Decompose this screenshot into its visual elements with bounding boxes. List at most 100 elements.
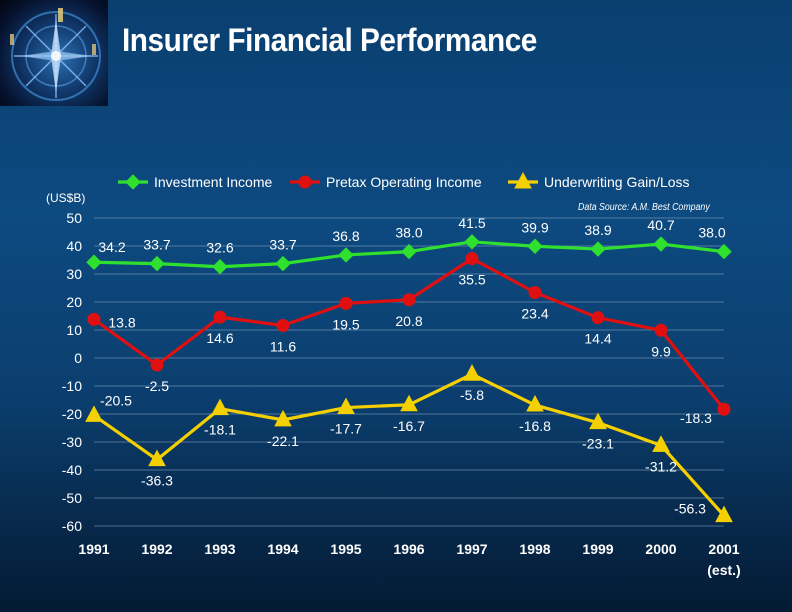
data-label: -16.8 xyxy=(519,418,551,434)
data-label: 32.6 xyxy=(206,240,233,256)
x-tick-label: 1997 xyxy=(456,541,487,557)
x-tick-label: 1995 xyxy=(330,541,361,557)
data-label: 33.7 xyxy=(269,237,296,253)
y-tick-label: -20 xyxy=(62,406,82,422)
x-tick-label: 1994 xyxy=(267,541,298,557)
data-point xyxy=(715,505,733,523)
y-tick-label: 20 xyxy=(66,294,82,310)
data-point xyxy=(464,234,480,250)
data-point xyxy=(654,323,668,337)
data-point xyxy=(339,296,353,310)
data-point xyxy=(86,254,102,270)
y-tick-label: -60 xyxy=(62,518,82,534)
data-label: 41.5 xyxy=(458,215,485,231)
data-point xyxy=(337,397,355,415)
data-label: -20.5 xyxy=(100,392,132,408)
data-label: -22.1 xyxy=(267,433,299,449)
data-label: -16.7 xyxy=(393,418,425,434)
data-point xyxy=(275,255,291,272)
data-point xyxy=(527,238,543,254)
x-tick-label: 1993 xyxy=(204,541,235,557)
y-tick-label: 40 xyxy=(66,238,82,254)
data-point xyxy=(148,449,166,467)
x-tick-label: 1998 xyxy=(519,541,550,557)
data-point xyxy=(212,259,228,275)
y-tick-label: -40 xyxy=(62,462,82,478)
y-tick-label: 30 xyxy=(66,266,82,282)
data-point xyxy=(652,435,670,452)
data-label: 36.8 xyxy=(332,228,359,244)
data-label: -2.5 xyxy=(145,378,169,394)
compass-logo xyxy=(0,0,108,106)
data-point xyxy=(85,405,103,422)
x-tick-label: 1992 xyxy=(141,541,172,557)
data-point xyxy=(274,409,292,427)
data-source-note: Data Source: A.M. Best Company xyxy=(578,202,710,213)
legend-entry: Pretax Operating Income xyxy=(326,174,482,190)
data-point xyxy=(400,394,418,412)
data-label: 9.9 xyxy=(651,343,671,359)
data-label: 38.9 xyxy=(584,222,611,238)
data-point xyxy=(589,412,607,430)
data-label: -18.1 xyxy=(204,422,236,438)
legend-entry: Investment Income xyxy=(154,174,272,190)
y-tick-label: 10 xyxy=(66,322,82,338)
y-tick-label: -50 xyxy=(62,490,82,506)
x-tick-sublabel: (est.) xyxy=(707,562,740,578)
data-label: 14.6 xyxy=(206,330,233,346)
legend-entry: Underwriting Gain/Loss xyxy=(544,174,690,190)
data-point xyxy=(590,241,606,257)
data-label: 14.4 xyxy=(584,331,611,347)
data-label: -17.7 xyxy=(330,421,362,437)
x-tick-label: 1996 xyxy=(393,541,424,557)
legend-marker xyxy=(298,175,312,189)
x-tick-label: 1999 xyxy=(582,541,613,557)
data-point xyxy=(463,364,481,381)
data-point xyxy=(150,358,164,372)
data-point xyxy=(338,247,354,263)
data-point xyxy=(717,402,731,416)
data-point xyxy=(87,312,101,326)
y-tick-label: 50 xyxy=(66,210,82,226)
data-point xyxy=(528,285,542,299)
y-tick-label: -30 xyxy=(62,434,82,450)
data-label: -36.3 xyxy=(141,473,173,489)
data-label: -23.1 xyxy=(582,436,614,452)
data-point xyxy=(276,319,290,333)
x-tick-label: 1991 xyxy=(78,541,109,557)
compass-icon xyxy=(10,8,101,101)
data-point xyxy=(526,394,544,412)
data-point xyxy=(149,255,165,272)
data-point xyxy=(402,293,416,307)
page-title: Insurer Financial Performance xyxy=(122,22,537,58)
data-point xyxy=(653,236,669,252)
data-label: 23.4 xyxy=(521,305,548,321)
y-tick-label: -10 xyxy=(62,378,82,394)
data-point xyxy=(465,252,479,266)
data-label: 34.2 xyxy=(98,239,125,255)
unit-label: (US$B) xyxy=(46,191,86,205)
data-label: 38.0 xyxy=(698,225,725,241)
data-point xyxy=(591,311,605,325)
legend-marker xyxy=(514,171,532,189)
data-label: 38.0 xyxy=(395,225,422,241)
series-line-1 xyxy=(93,257,726,411)
data-point xyxy=(716,243,732,260)
x-tick-label: 2001 xyxy=(708,541,739,557)
data-label: 33.7 xyxy=(143,237,170,253)
data-point xyxy=(401,243,417,260)
data-label: -5.8 xyxy=(460,387,484,403)
x-tick-label: 2000 xyxy=(645,541,676,557)
data-label: -56.3 xyxy=(674,501,706,517)
data-label: 11.6 xyxy=(270,339,296,355)
data-point xyxy=(211,398,229,416)
data-label: 39.9 xyxy=(521,219,548,235)
data-label: 40.7 xyxy=(647,217,674,233)
data-label: 35.5 xyxy=(458,272,485,288)
data-label: -18.3 xyxy=(680,410,712,426)
data-label: 13.8 xyxy=(108,314,135,330)
data-point xyxy=(213,310,227,324)
data-label: 19.5 xyxy=(332,316,359,332)
y-tick-label: 0 xyxy=(74,350,82,366)
